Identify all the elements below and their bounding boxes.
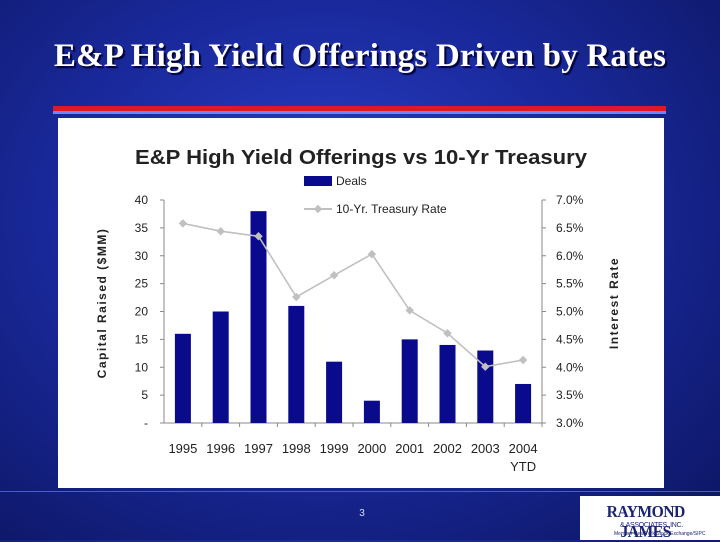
y-tick-label: 20 xyxy=(135,305,149,319)
y-tick-label: 10 xyxy=(135,360,149,374)
treasury-rate-point xyxy=(443,328,452,338)
y-tick-label: 5 xyxy=(141,388,148,402)
footer-divider xyxy=(0,491,720,492)
x-tick-label: 2000 xyxy=(357,441,386,456)
x-tick-label: 1998 xyxy=(282,441,311,456)
y2-tick-label: 7.0% xyxy=(556,193,584,207)
bar xyxy=(515,383,532,423)
y-tick-label: 35 xyxy=(135,221,149,235)
y-tick-label: 30 xyxy=(135,249,149,263)
page-number: 3 xyxy=(359,508,365,519)
y2-axis-label: Interest Rate xyxy=(607,257,621,349)
bar xyxy=(401,339,418,423)
title-rule-blue xyxy=(53,111,666,114)
y2-tick-label: 5.0% xyxy=(556,305,584,319)
x-tick-label: 1999 xyxy=(320,441,349,456)
plot-area: - 5 10 15 20 25 30 35 40 3.0% 3.5% 4.0% 4.5% 5.0% 5.5%… xyxy=(135,193,584,474)
y2-tick-label: 4.0% xyxy=(556,360,584,374)
bar xyxy=(250,211,267,423)
x-tick-label: 2002 xyxy=(433,441,462,456)
y2-tick-label: 4.5% xyxy=(556,332,584,346)
y2-tick-label: 6.0% xyxy=(556,249,584,263)
bar xyxy=(174,333,191,423)
y-tick-label: 40 xyxy=(135,193,149,207)
treasury-rate-point xyxy=(481,362,490,371)
y-tick-label: 15 xyxy=(135,332,149,346)
chart-legend: Deals 10-Yr. Treasury Rate xyxy=(304,174,447,216)
treasury-rate-point xyxy=(518,355,528,365)
bar xyxy=(477,350,494,423)
x-tick-label: 2003 xyxy=(471,441,500,456)
treasury-rate-point xyxy=(254,231,263,241)
x-tick-label: 1997 xyxy=(244,441,273,456)
treasury-rate-point xyxy=(292,292,301,302)
treasury-rate-point xyxy=(329,271,339,280)
chart-svg: E&P High Yield Offerings vs 10-Yr Treasu… xyxy=(95,147,621,474)
y2-tick-label: 6.5% xyxy=(556,221,584,235)
y-axis-label: Capital Raised ($MM) xyxy=(95,228,109,379)
y2-tick-label: 3.5% xyxy=(556,388,584,402)
treasury-rate-point xyxy=(216,226,225,236)
logo-subtitle: & ASSOCIATES, INC. xyxy=(620,522,683,529)
y-tick-label: - xyxy=(144,416,148,430)
slide-title: E&P High Yield Offerings Driven by Rates xyxy=(53,38,667,74)
x-tick-label: 2001 xyxy=(395,441,424,456)
logo-name: RAYMOND JAMES xyxy=(606,502,686,541)
x-tick-label: YTD xyxy=(510,459,536,474)
y2-tick-label: 5.5% xyxy=(556,277,584,291)
legend-label-treasury: 10-Yr. Treasury Rate xyxy=(336,202,447,216)
bar xyxy=(212,311,229,423)
x-tick-label: 2004 xyxy=(509,441,538,456)
title-rule-red xyxy=(53,106,666,111)
raymond-james-logo: RAYMOND JAMES & ASSOCIATES, INC. Member … xyxy=(580,496,720,541)
treasury-rate-point xyxy=(405,306,414,315)
bar xyxy=(326,361,343,423)
treasury-rate-point xyxy=(367,249,377,259)
treasury-rate-line xyxy=(182,222,524,368)
bar xyxy=(363,400,380,423)
treasury-rate-point xyxy=(178,219,188,228)
legend-marker-treasury xyxy=(313,204,323,214)
chart-panel: E&P High Yield Offerings vs 10-Yr Treasu… xyxy=(58,118,664,488)
x-tick-label: 1995 xyxy=(168,441,197,456)
logo-tagline: Member New York Stock Exchange/SIPC xyxy=(614,531,706,537)
x-tick-label: 1996 xyxy=(206,441,235,456)
legend-label-deals: Deals xyxy=(336,174,367,188)
y-tick-label: 25 xyxy=(135,277,149,291)
y2-tick-label: 3.0% xyxy=(556,416,584,430)
bar xyxy=(439,344,456,423)
bar xyxy=(288,305,305,423)
chart-title: E&P High Yield Offerings vs 10-Yr Treasu… xyxy=(135,147,588,169)
legend-swatch-deals xyxy=(304,176,332,186)
